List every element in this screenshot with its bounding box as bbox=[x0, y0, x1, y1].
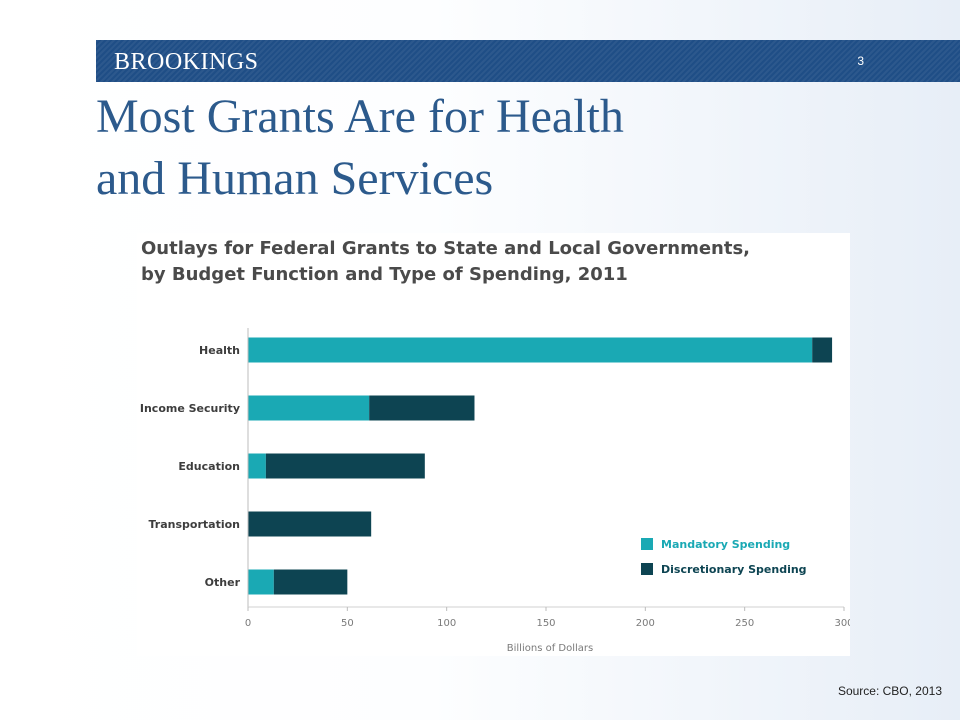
bar-income-security-mandatory-spending bbox=[248, 395, 370, 421]
x-axis-title: Billions of Dollars bbox=[507, 643, 593, 654]
slide-number: 3 bbox=[857, 54, 864, 68]
source-note: Source: CBO, 2013 bbox=[837, 684, 942, 698]
chart-title-line1: Outlays for Federal Grants to State and … bbox=[141, 238, 750, 259]
x-tick-label-0: 0 bbox=[245, 618, 251, 629]
bar-health-discretionary-spending bbox=[812, 337, 833, 363]
category-labels: Health Income Security Education Transporta… bbox=[140, 344, 241, 589]
slide-title-line1: Most Grants Are for Health bbox=[96, 90, 624, 143]
chart-legend: Mandatory Spending Discretionary Spending bbox=[641, 538, 807, 576]
bar-chart: Outlays for Federal Grants to State and … bbox=[140, 238, 850, 654]
x-tick-label-250: 250 bbox=[735, 618, 754, 629]
bar-transportation-discretionary-spending bbox=[248, 511, 372, 537]
legend-label-discretionary-spending: Discretionary Spending bbox=[661, 563, 807, 576]
slide-title: Most Grants Are for Health and Human Ser… bbox=[96, 86, 876, 210]
category-label-education: Education bbox=[178, 460, 240, 473]
header-bar: BROOKINGS 3 bbox=[96, 40, 960, 82]
x-tick-label-50: 50 bbox=[341, 618, 354, 629]
slide-title-line2: and Human Services bbox=[96, 152, 494, 205]
bar-education-mandatory-spending bbox=[248, 453, 266, 479]
legend-swatch-mandatory-spending bbox=[641, 538, 653, 550]
category-label-transportation: Transportation bbox=[149, 518, 240, 531]
category-label-income-security: Income Security bbox=[140, 402, 240, 415]
bar-other-discretionary-spending bbox=[273, 569, 348, 595]
x-tick-label-100: 100 bbox=[437, 618, 456, 629]
bar-income-security-discretionary-spending bbox=[369, 395, 475, 421]
chart-panel: Outlays for Federal Grants to State and … bbox=[137, 233, 850, 656]
bar-other-mandatory-spending bbox=[248, 569, 274, 595]
legend-label-mandatory-spending: Mandatory Spending bbox=[661, 538, 790, 551]
brand-logo: BROOKINGS bbox=[114, 49, 259, 75]
bar-health-mandatory-spending bbox=[248, 337, 813, 363]
x-axis-ticks: 0 50 100 150 200 250 300 bbox=[245, 328, 850, 629]
x-tick-label-200: 200 bbox=[636, 618, 655, 629]
category-label-other: Other bbox=[205, 576, 241, 589]
chart-title-line2: by Budget Function and Type of Spending,… bbox=[141, 264, 628, 285]
x-tick-label-300: 300 bbox=[834, 618, 850, 629]
legend-swatch-discretionary-spending bbox=[641, 563, 653, 575]
x-tick-label-150: 150 bbox=[536, 618, 555, 629]
bar-education-discretionary-spending bbox=[265, 453, 425, 479]
bars-group bbox=[248, 337, 833, 595]
category-label-health: Health bbox=[199, 344, 240, 357]
